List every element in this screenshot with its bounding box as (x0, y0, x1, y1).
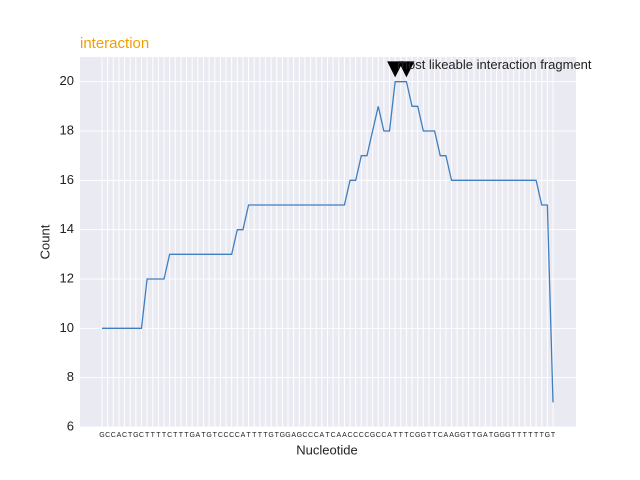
marker (398, 61, 415, 78)
x-tick-label: C (105, 432, 110, 439)
x-tick-label: C (218, 432, 223, 439)
x-tick-label: T (258, 432, 263, 439)
x-tick-label: C (235, 432, 240, 439)
x-tick-label: C (331, 432, 336, 439)
x-tick-label: A (444, 432, 449, 439)
x-tick-label: A (387, 432, 392, 439)
x-tick-label: C (438, 432, 443, 439)
x-tick-label: T (201, 432, 206, 439)
x-tick-label: G (545, 432, 550, 439)
chart-title: interaction (80, 35, 149, 52)
x-tick-label: T (404, 432, 409, 439)
x-tick-label: C (381, 432, 386, 439)
x-tick-label: G (206, 432, 211, 439)
x-tick-label: T (528, 432, 533, 439)
x-tick-label: A (449, 432, 454, 439)
x-tick-label: T (523, 432, 528, 439)
x-tick-label: G (268, 432, 273, 439)
x-tick-label: C (376, 432, 381, 439)
x-tick-label: G (500, 432, 505, 439)
x-tick-label: G (285, 432, 290, 439)
x-tick-label: C (410, 432, 415, 439)
x-tick-label: C (229, 432, 234, 439)
x-tick-label: A (241, 432, 246, 439)
x-tick-label: C (364, 432, 369, 439)
marker (387, 61, 404, 78)
y-axis-label: Count (37, 224, 52, 259)
x-tick-label: G (99, 432, 104, 439)
y-tick-label: 20 (60, 73, 74, 88)
y-tick-label: 8 (67, 369, 74, 384)
x-tick-label: T (399, 432, 404, 439)
x-tick-label: T (184, 432, 189, 439)
x-tick-label: G (460, 432, 465, 439)
y-tick-label: 14 (60, 221, 74, 236)
x-tick-label: C (223, 432, 228, 439)
x-tick-label: T (393, 432, 398, 439)
x-tick-label: T (534, 432, 539, 439)
x-tick-label: T (275, 432, 280, 439)
x-tick-label: G (505, 432, 510, 439)
y-tick-label: 16 (60, 172, 74, 187)
x-tick-label: T (263, 432, 268, 439)
y-tick-label: 10 (60, 320, 74, 335)
x-tick-label: C (359, 432, 364, 439)
x-tick-label: A (320, 432, 325, 439)
x-tick-label: A (483, 432, 488, 439)
x-tick-label: G (280, 432, 285, 439)
x-tick-label: G (297, 432, 302, 439)
line-series (102, 81, 554, 403)
x-tick-label: T (162, 432, 167, 439)
x-tick-label: C (111, 432, 116, 439)
x-tick-label: T (213, 432, 218, 439)
x-tick-label: A (196, 432, 201, 439)
x-tick-label: C (167, 432, 172, 439)
x-tick-label: T (252, 432, 257, 439)
x-tick-label: G (494, 432, 499, 439)
x-tick-label: T (489, 432, 494, 439)
x-tick-label: C (139, 432, 144, 439)
x-tick-label: G (421, 432, 426, 439)
x-tick-label: A (117, 432, 122, 439)
x-tick-label: T (540, 432, 545, 439)
x-tick-label: G (133, 432, 138, 439)
x-tick-label: T (151, 432, 156, 439)
x-axis-label: Nucleotide (296, 442, 357, 457)
x-tick-label: C (353, 432, 358, 439)
x-tick-label: A (342, 432, 347, 439)
x-tick-label: T (179, 432, 184, 439)
x-tick-label: T (325, 432, 330, 439)
x-tick-label: C (122, 432, 127, 439)
x-tick-label: T (511, 432, 516, 439)
x-tick-label: C (314, 432, 319, 439)
x-tick-label: T (432, 432, 437, 439)
x-tick-label: T (173, 432, 178, 439)
x-tick-label: C (308, 432, 313, 439)
x-tick-label: A (291, 432, 296, 439)
x-tick-label: T (427, 432, 432, 439)
x-tick-label: G (370, 432, 375, 439)
x-tick-label: C (348, 432, 353, 439)
annotation: most likeable interaction fragment (397, 57, 592, 72)
x-tick-label: C (302, 432, 307, 439)
y-tick-label: 18 (60, 122, 74, 137)
x-tick-label: T (472, 432, 477, 439)
x-tick-label: G (477, 432, 482, 439)
x-tick-label: T (128, 432, 133, 439)
x-tick-label: T (145, 432, 150, 439)
x-tick-label: G (189, 432, 194, 439)
x-tick-label: G (454, 432, 459, 439)
y-tick-label: 6 (67, 418, 74, 433)
x-tick-label: T (156, 432, 161, 439)
x-tick-label: T (246, 432, 251, 439)
y-tick-label: 12 (60, 270, 74, 285)
x-tick-label: T (466, 432, 471, 439)
x-tick-label: G (415, 432, 420, 439)
x-tick-label: T (551, 432, 556, 439)
x-tick-label: T (517, 432, 522, 439)
x-tick-label: A (336, 432, 341, 439)
